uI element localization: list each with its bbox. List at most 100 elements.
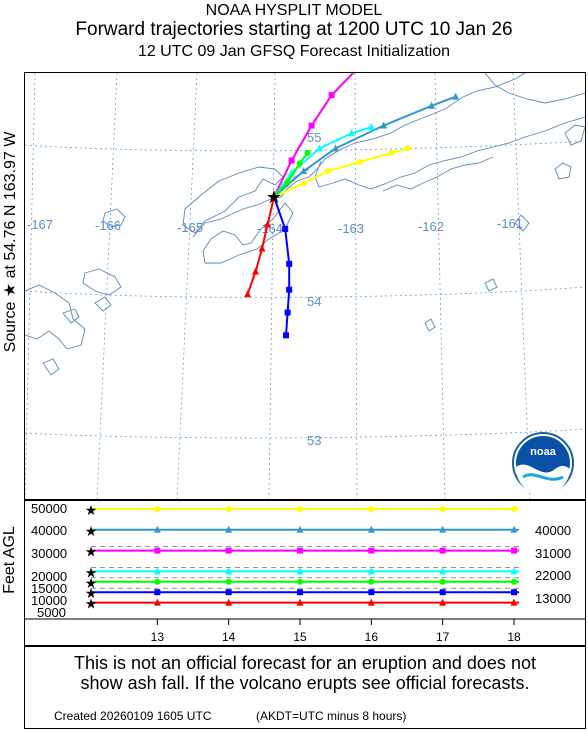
right-level-label: 22000 <box>535 568 571 583</box>
height-profile-chart[interactable]: ★★★★★★★ 50000 40000 30000 20000 15000 10… <box>25 501 585 645</box>
lon-label: -165 <box>177 220 203 235</box>
graticule <box>24 72 586 500</box>
source-star-icon: ★ <box>85 564 98 580</box>
feet-agl-label: Feet AGL <box>1 526 18 594</box>
left-level-labels: 50000 40000 30000 20000 15000 10000 5000 <box>31 501 67 620</box>
model-title: NOAA HYSPLIT MODEL <box>205 2 383 19</box>
height-marker <box>225 598 233 606</box>
main-title: Forward trajectories starting at 1200 UT… <box>75 19 513 40</box>
right-level-label: 40000 <box>535 523 571 538</box>
height-marker <box>368 578 375 585</box>
trajectory-line <box>273 196 291 336</box>
notice-panel: This is not an official forecast for an … <box>24 646 586 729</box>
trajectory-marker <box>388 149 395 156</box>
map-canvas[interactable]: -167 -166 -165 -164 -163 -162 -161 55 54… <box>24 43 586 500</box>
source-star-icon: ★ <box>266 187 282 207</box>
height-marker <box>154 578 161 585</box>
trajectory-marker <box>348 129 356 137</box>
trajectory-marker <box>284 178 291 185</box>
source-star-icon: ★ <box>85 585 98 601</box>
svg-text:★: ★ <box>266 187 282 207</box>
height-marker <box>297 578 303 585</box>
trajectory-marker <box>304 149 311 156</box>
trajectory-marker <box>368 123 376 131</box>
height-marker <box>510 598 518 606</box>
height-marker <box>511 547 517 554</box>
trajectory-marker <box>328 92 335 99</box>
height-marker <box>368 506 375 512</box>
trajectory-marker <box>356 159 363 166</box>
height-marker <box>367 525 375 533</box>
height-lines: ★★★★★★★ <box>85 502 519 612</box>
height-marker <box>225 506 232 512</box>
height-marker <box>225 589 232 596</box>
height-marker <box>511 589 517 596</box>
height-marker <box>368 547 375 554</box>
right-level-label: 13000 <box>535 591 571 606</box>
height-marker <box>225 525 233 533</box>
level-label: 5000 <box>37 605 66 620</box>
height-marker <box>367 567 375 575</box>
height-marker <box>510 525 518 533</box>
trajectory-marker <box>332 144 340 152</box>
coordinate-labels: -167 -166 -165 -164 -163 -162 -161 55 54… <box>27 130 523 448</box>
lon-label: -166 <box>95 218 121 233</box>
trajectory-marker <box>283 332 289 339</box>
trajectory-marker <box>308 122 315 129</box>
feet-label-container: Feet AGL <box>0 510 20 610</box>
lon-label: -163 <box>338 221 364 236</box>
height-marker <box>297 506 303 512</box>
trajectory-marker <box>282 225 289 232</box>
height-marker <box>153 598 161 606</box>
right-level-label: 31000 <box>535 546 571 561</box>
trajectory-marker <box>316 144 324 152</box>
height-marker <box>225 547 232 554</box>
level-label: 50000 <box>31 501 67 516</box>
trajectory-marker <box>284 309 291 316</box>
lat-label: 54 <box>307 294 321 309</box>
lon-label: -162 <box>418 219 444 234</box>
x-tick-label: 13 <box>151 630 165 644</box>
x-tick-label: 16 <box>365 630 379 644</box>
lon-label: -164 <box>257 221 283 236</box>
map-panel[interactable]: -167 -166 -165 -164 -163 -162 -161 55 54… <box>24 43 586 500</box>
trajectory-layer <box>244 43 460 339</box>
height-marker <box>297 589 303 596</box>
height-profile-panel[interactable]: ★ ★ ★ ★ ★ ★ ★ 50000 40000 30000 20000 15000 10… <box>24 500 586 646</box>
level-label: 10000 <box>31 593 67 608</box>
trajectory-marker <box>452 92 460 100</box>
coastlines <box>24 72 586 376</box>
level-label: 40000 <box>31 523 67 538</box>
x-tick-label: 15 <box>293 630 307 644</box>
source-label-container: Source ★ at 54.76 N 163.97 W <box>0 92 20 392</box>
level-label: 15000 <box>31 581 67 596</box>
trajectory-marker <box>286 286 293 293</box>
x-tick-label: 18 <box>507 630 521 644</box>
trajectory-marker <box>324 168 331 175</box>
trajectory-marker <box>296 160 303 167</box>
height-marker <box>225 567 233 575</box>
height-marker <box>297 547 303 554</box>
x-axis-ticks: 13 14 15 16 17 18 <box>25 618 585 644</box>
disclaimer-line-2: show ash fall. If the volcano erupts see… <box>80 673 530 693</box>
source-star-icon: ★ <box>85 523 98 539</box>
trajectory-marker <box>428 101 436 109</box>
height-marker <box>510 567 518 575</box>
trajectory-marker <box>300 180 307 187</box>
height-marker <box>439 598 447 606</box>
trajectory-marker <box>288 157 295 164</box>
height-marker <box>153 567 161 575</box>
height-marker <box>296 598 304 606</box>
trajectory-marker <box>252 267 260 275</box>
trajectory-marker <box>258 244 266 252</box>
height-marker <box>225 578 232 585</box>
level-label: 20000 <box>31 569 67 584</box>
source-label: Source ★ at 54.76 N 163.97 W <box>2 131 19 353</box>
height-marker <box>439 589 446 596</box>
disclaimer-line-1: This is not an official forecast for an … <box>74 653 536 673</box>
height-marker <box>153 525 161 533</box>
noaa-logo: noaa <box>512 432 574 496</box>
lat-label: 55 <box>307 130 321 145</box>
trajectory-marker <box>404 145 411 152</box>
x-tick-label: 14 <box>222 630 236 644</box>
